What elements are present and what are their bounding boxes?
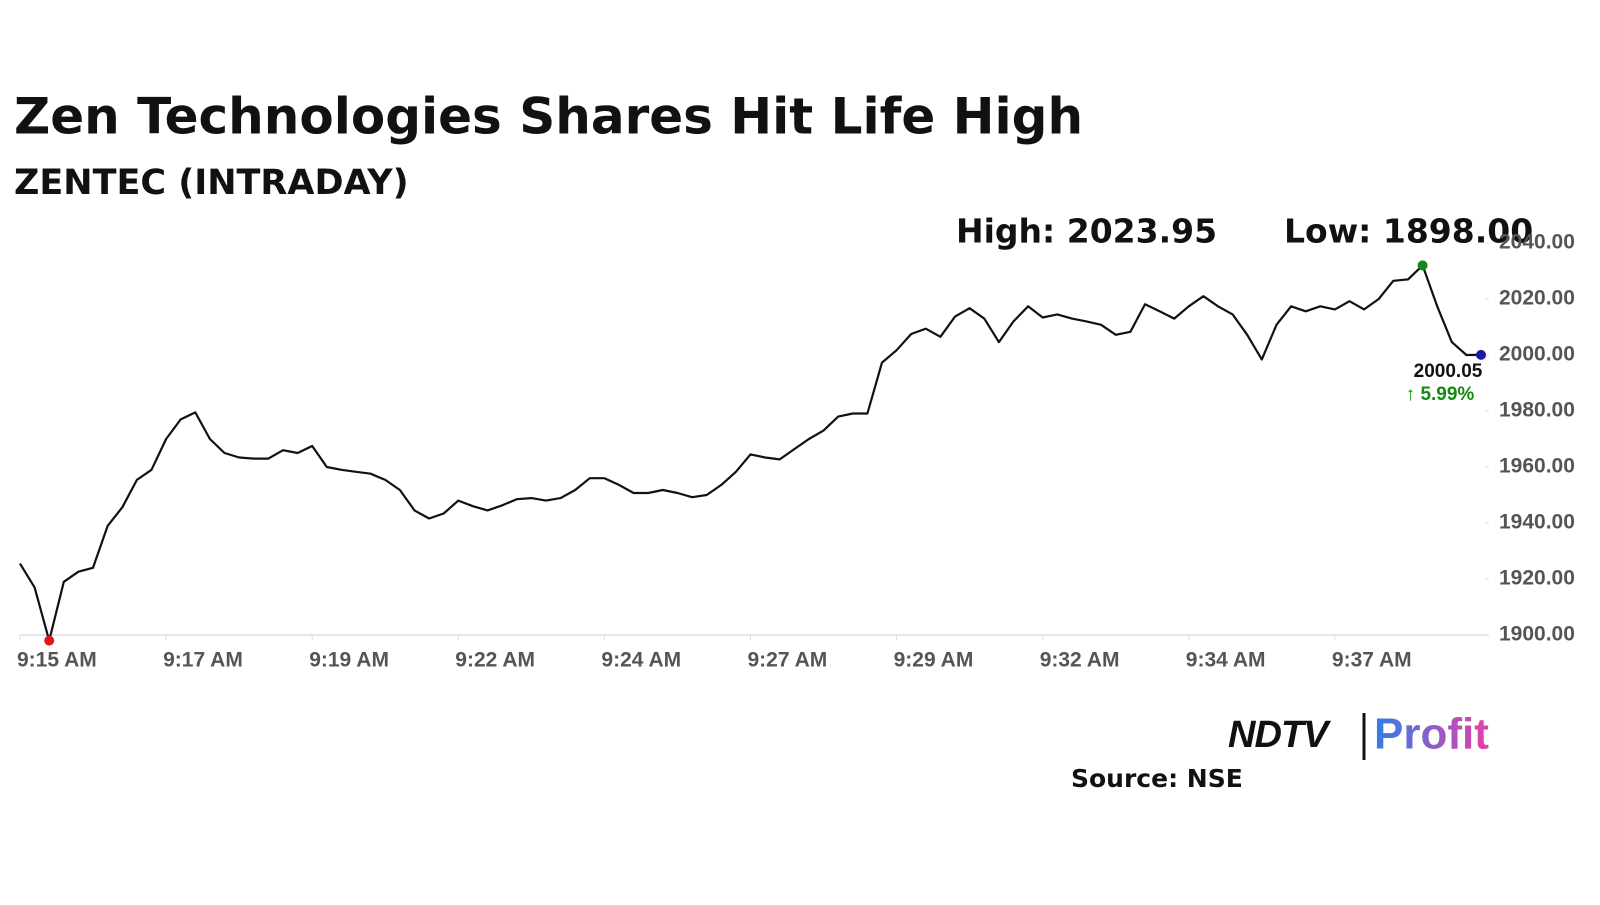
x-tick-label: 9:22 AM (455, 649, 535, 672)
logo-profit: Profit (1374, 710, 1489, 759)
change-label: ↑ 5.99% (1406, 384, 1475, 405)
logo-ndtv: NDTV (1228, 714, 1331, 756)
x-tick-label: 9:34 AM (1186, 649, 1266, 672)
x-tick-label: 9:15 AM (17, 649, 97, 672)
y-tick-label: 1920.00 (1499, 567, 1575, 590)
y-tick-label: 1940.00 (1499, 511, 1575, 534)
y-tick-label: 2040.00 (1499, 231, 1575, 254)
y-tick-label: 1900.00 (1499, 623, 1575, 646)
low-marker (44, 635, 55, 646)
last-value-label: 2000.05 (1414, 361, 1483, 382)
x-tick-label: 9:29 AM (894, 649, 974, 672)
last-marker (1476, 349, 1486, 360)
x-tick-label: 9:17 AM (163, 649, 243, 672)
chart-title: Zen Technologies Shares Hit Life High (14, 88, 1083, 146)
high-marker (1417, 260, 1428, 271)
chart-subtitle: ZENTEC (INTRADAY) (14, 163, 409, 203)
x-tick-label: 9:32 AM (1040, 649, 1120, 672)
low-annotation: Low: 1898.00 (1284, 212, 1533, 251)
y-tick-label: 1980.00 (1499, 399, 1575, 422)
x-tick-label: 9:37 AM (1332, 649, 1412, 672)
x-tick-label: 9:19 AM (309, 649, 389, 672)
x-tick-label: 9:27 AM (748, 649, 828, 672)
price-line (19, 264, 1482, 642)
high-annotation: High: 2023.95 (956, 212, 1217, 251)
x-tick-label: 9:24 AM (601, 649, 681, 672)
source: Source: NSE (1071, 764, 1243, 793)
y-tick-label: 1960.00 (1499, 455, 1575, 478)
y-tick-label: 2000.00 (1499, 343, 1575, 366)
y-tick-label: 2020.00 (1499, 287, 1575, 310)
